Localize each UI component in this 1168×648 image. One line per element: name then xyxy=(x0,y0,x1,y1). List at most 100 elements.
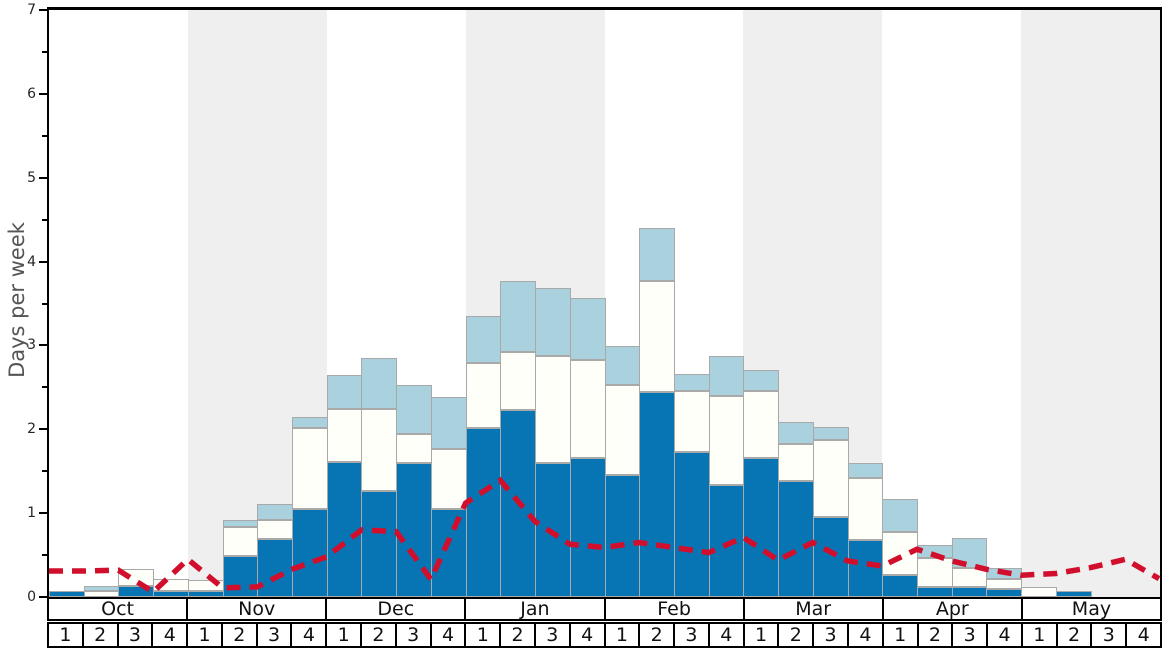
week-number-cell: 3 xyxy=(812,622,849,648)
bar-segment-white-middle-segment xyxy=(812,440,849,517)
week-number-cell: 4 xyxy=(707,622,745,648)
month-label-mar: Mar xyxy=(742,597,884,621)
y-minor-tick xyxy=(42,470,47,473)
week-number-cell: 4 xyxy=(429,622,467,648)
month-label-may: May xyxy=(1020,597,1162,621)
month-label-nov: Nov xyxy=(186,597,328,621)
bar-segment-white-middle-segment xyxy=(535,356,571,463)
y-tick-label: 5 xyxy=(27,169,36,186)
week-number-cell: 1 xyxy=(47,622,84,648)
bar-segment-light-blue-top-segment xyxy=(430,397,467,450)
month-label-dec: Dec xyxy=(325,597,467,621)
week-number-cell: 1 xyxy=(603,622,641,648)
bar-segment-white-middle-segment xyxy=(708,395,745,486)
bar-segment-white-middle-segment xyxy=(847,477,884,540)
bar-segment-dark-blue-bottom-segment xyxy=(430,508,467,597)
bar-segment-white-middle-segment xyxy=(604,384,641,475)
week-number-cell: 3 xyxy=(533,622,571,648)
week-number-cell: 2 xyxy=(1055,622,1093,648)
week-number-cell: 2 xyxy=(638,622,676,648)
week-number-cell: 1 xyxy=(742,622,780,648)
bar-segment-light-blue-top-segment xyxy=(882,498,918,533)
week-number-cell: 1 xyxy=(881,622,919,648)
week-number-cell: 3 xyxy=(673,622,710,648)
bar-segment-light-blue-top-segment xyxy=(951,538,988,568)
y-tick-label: 1 xyxy=(27,505,36,522)
week-number-cell: 3 xyxy=(394,622,432,648)
week-number-cell: 2 xyxy=(360,622,397,648)
month-label-oct: Oct xyxy=(47,597,189,621)
y-tick-label: 2 xyxy=(27,421,36,438)
week-number-cell: 4 xyxy=(290,622,328,648)
bar-segment-dark-blue-bottom-segment xyxy=(1055,591,1092,597)
bar-segment-dark-blue-bottom-segment xyxy=(292,508,328,597)
month-label-feb: Feb xyxy=(603,597,745,621)
bar-segment-dark-blue-bottom-segment xyxy=(778,481,814,597)
week-number-cell: 4 xyxy=(986,622,1023,648)
week-number-cell: 1 xyxy=(186,622,223,648)
bar-segment-dark-blue-bottom-segment xyxy=(465,428,502,597)
bar-segment-white-middle-segment xyxy=(361,409,398,491)
shaded-month-band-may xyxy=(1021,10,1160,597)
bar-segment-light-blue-top-segment xyxy=(396,384,432,435)
month-label-apr: Apr xyxy=(881,597,1023,621)
bar-segment-white-middle-segment xyxy=(396,434,432,463)
y-tick-label: 7 xyxy=(27,2,36,18)
bar-segment-light-blue-top-segment xyxy=(500,280,537,353)
bar-segment-white-middle-segment xyxy=(222,526,259,556)
bar-segment-white-middle-segment xyxy=(639,280,675,393)
bar-segment-light-blue-top-segment xyxy=(743,369,780,391)
bar-segment-light-blue-top-segment xyxy=(326,374,363,410)
month-label-jan: Jan xyxy=(464,597,606,621)
y-minor-tick xyxy=(42,302,47,305)
y-minor-tick xyxy=(42,218,47,221)
bar-segment-white-middle-segment xyxy=(500,352,537,410)
week-number-cell: 4 xyxy=(568,622,606,648)
week-number-cell: 1 xyxy=(325,622,363,648)
week-number-cell: 2 xyxy=(777,622,815,648)
week-number-cell: 1 xyxy=(1020,622,1058,648)
y-major-tick xyxy=(39,260,47,263)
week-number-cell: 2 xyxy=(220,622,258,648)
month-axis-row: Oct Nov Dec Jan Feb Mar Apr May xyxy=(47,597,1162,621)
week-number-cell: 4 xyxy=(846,622,884,648)
bar-segment-dark-blue-bottom-segment xyxy=(847,539,884,597)
y-major-tick xyxy=(39,9,47,11)
bar-segment-light-blue-top-segment xyxy=(639,228,675,281)
week-number-cell: 3 xyxy=(116,622,154,648)
week-number-cell: 2 xyxy=(916,622,954,648)
y-minor-tick xyxy=(42,50,47,53)
plot-area xyxy=(49,10,1161,597)
y-major-tick xyxy=(39,92,47,95)
y-major-tick xyxy=(39,176,47,179)
y-major-tick xyxy=(39,344,47,347)
week-number-cell: 2 xyxy=(499,622,536,648)
week-number-cell: 4 xyxy=(151,622,189,648)
red-dashed-line xyxy=(49,476,1161,596)
y-minor-tick xyxy=(42,134,47,137)
y-axis-title: Days per week xyxy=(5,222,29,378)
bar-segment-dark-blue-bottom-segment xyxy=(743,457,780,597)
y-tick-label: 0 xyxy=(27,589,36,605)
week-number-cell: 2 xyxy=(81,622,119,648)
bar-segment-white-middle-segment xyxy=(778,444,814,482)
bar-segment-light-blue-top-segment xyxy=(847,462,884,478)
bar-segment-dark-blue-bottom-segment xyxy=(673,451,710,597)
week-number-cell: 3 xyxy=(951,622,989,648)
bar-segment-light-blue-top-segment xyxy=(812,426,849,441)
y-tick-label: 6 xyxy=(27,85,36,102)
y-major-tick xyxy=(39,596,47,598)
week-number-cell: 1 xyxy=(464,622,502,648)
bar-segment-dark-blue-bottom-segment xyxy=(569,457,606,597)
bar-segment-dark-blue-bottom-segment xyxy=(326,462,363,597)
y-major-tick xyxy=(39,428,47,431)
bar-segment-light-blue-top-segment xyxy=(361,358,398,410)
y-minor-tick xyxy=(42,386,47,389)
bar-segment-white-middle-segment xyxy=(326,409,363,462)
y-tick-label: 3 xyxy=(27,337,36,354)
bar-segment-dark-blue-bottom-segment xyxy=(361,490,398,597)
week-number-cell: 3 xyxy=(255,622,293,648)
bar-segment-white-middle-segment xyxy=(986,579,1023,589)
